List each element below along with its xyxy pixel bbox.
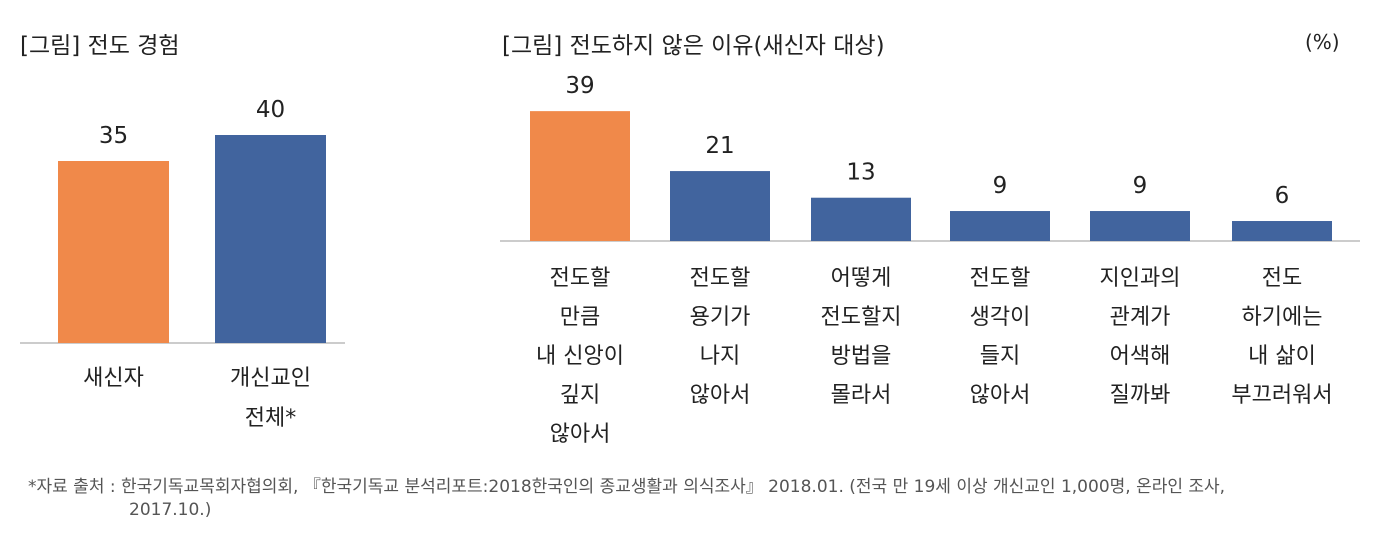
category-label: 몰라서 [831,383,892,408]
bar [1090,211,1190,241]
footnote-line1: *자료 출처 : 한국기독교목회자협의회, 『한국기독교 분석리포트:2018한… [28,477,1226,497]
category-label: 어떻게 [831,266,892,291]
category-label: 부끄러워서 [1231,383,1332,408]
data-label: 35 [99,123,128,149]
category-label: 내 삶이 [1248,344,1316,369]
category-label: 지인과의 [1100,266,1181,291]
category-label: 내 신앙이 [536,344,624,369]
category-label: 용기가 [690,305,751,330]
category-label: 않아서 [690,383,751,408]
category-label: 생각이 [970,305,1031,330]
category-label: 하기에는 [1242,305,1323,330]
category-label: 어색해 [1110,344,1171,369]
data-label: 9 [993,173,1008,199]
category-label: 전도할지 [821,305,902,330]
category-label: 전체* [245,406,296,431]
category-label: 전도할 [550,266,611,291]
category-label: 만큼 [560,305,600,330]
category-label: 않아서 [970,383,1031,408]
category-label: 전도할 [690,266,751,291]
bar [811,197,911,241]
data-label: 9 [1133,173,1148,199]
category-label: 나지 [700,344,740,369]
data-label: 21 [705,133,734,159]
category-label: 관계가 [1110,305,1171,330]
category-label: 개신교인 [230,366,311,391]
unit-label: (%) [1305,30,1340,54]
data-label: 39 [565,73,594,99]
category-label: 질까봐 [1110,383,1171,408]
category-label: 않아서 [550,422,611,447]
footnote-line2: 2017.10.) [129,500,212,520]
data-label: 6 [1275,183,1290,209]
category-label: 전도할 [970,266,1031,291]
bar [1232,221,1332,241]
category-label: 전도 [1262,266,1302,291]
category-label: 들지 [980,344,1020,369]
category-label: 깊지 [560,383,600,408]
bar [670,171,770,241]
chart2-title: [그림] 전도하지 않은 이유(새신자 대상) [502,33,885,59]
data-label: 13 [846,160,875,186]
chart1-title: [그림] 전도 경험 [20,33,180,59]
bar [215,135,326,343]
bar [530,111,630,241]
bar [950,211,1050,241]
category-label: 방법을 [831,344,892,369]
bar [58,161,169,343]
category-label: 새신자 [83,366,144,391]
data-label: 40 [256,97,285,123]
